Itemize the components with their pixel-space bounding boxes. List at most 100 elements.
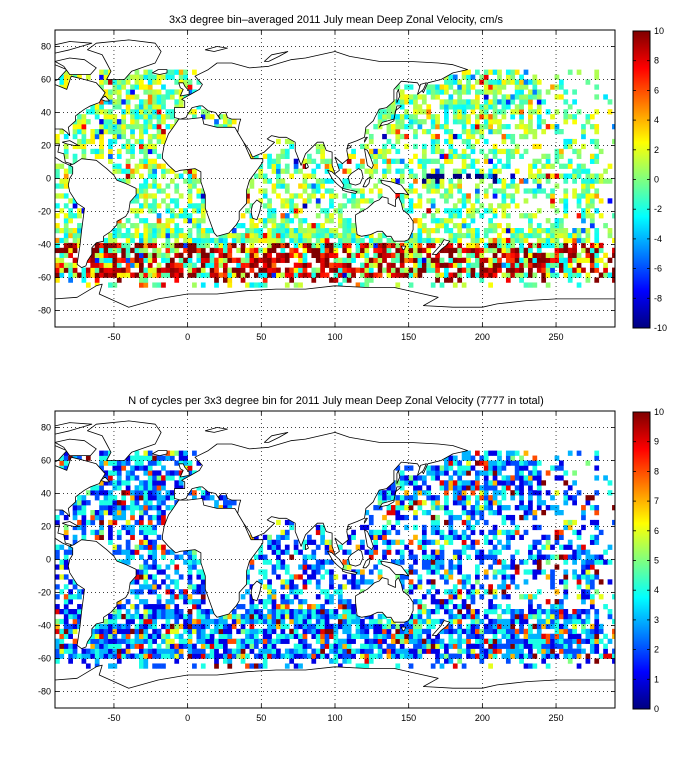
data-bin (196, 79, 202, 85)
data-bin (143, 232, 149, 239)
data-bin (559, 613, 564, 620)
data-bin (532, 252, 538, 258)
data-bin (156, 569, 162, 575)
data-bin (293, 252, 299, 258)
data-bin (103, 638, 109, 644)
data-bin (550, 633, 555, 639)
data-bin (116, 277, 122, 283)
data-bin (541, 242, 547, 249)
data-bin (505, 623, 511, 630)
data-bin (337, 163, 343, 169)
data-bin (192, 69, 197, 75)
data-bin (59, 208, 65, 214)
data-bin (554, 628, 560, 635)
data-bin (271, 648, 277, 654)
data-bin (293, 633, 299, 639)
data-bin (417, 218, 423, 224)
data-bin (152, 618, 157, 625)
data-bin (337, 594, 343, 600)
data-bin (342, 183, 348, 189)
data-bin (430, 648, 436, 654)
data-bin (139, 79, 144, 85)
data-bin (448, 129, 454, 135)
data-bin (337, 272, 343, 278)
data-bin (99, 455, 104, 461)
data-bin (130, 74, 135, 80)
data-bin (59, 183, 65, 189)
data-bin (152, 554, 157, 560)
data-bin (342, 277, 348, 283)
coastline (396, 89, 401, 103)
data-bin (302, 252, 308, 258)
data-bin (585, 193, 591, 199)
data-bin (116, 475, 122, 481)
data-bin (63, 262, 69, 268)
data-bin (121, 524, 127, 531)
data-bin (439, 237, 445, 244)
data-bin (479, 168, 485, 174)
data-bin (152, 485, 157, 491)
data-bin (68, 168, 73, 174)
data-bin (121, 623, 127, 630)
data-bin (280, 178, 286, 184)
data-bin (519, 485, 524, 491)
data-bin (90, 129, 96, 135)
data-bin (298, 252, 303, 258)
data-bin (532, 470, 538, 476)
data-bin (532, 613, 538, 620)
data-bin (271, 594, 277, 600)
data-bin (143, 569, 149, 575)
data-bin (200, 228, 206, 234)
data-bin (373, 628, 379, 635)
data-bin (346, 638, 352, 644)
data-bin (426, 465, 432, 471)
data-bin (607, 178, 613, 184)
data-bin (528, 188, 533, 194)
data-bin (550, 232, 555, 239)
data-bin (311, 623, 317, 630)
data-bin (329, 628, 334, 635)
data-bin (147, 529, 153, 536)
data-bin (528, 495, 533, 501)
data-bin (435, 188, 440, 194)
data-bin (439, 618, 445, 625)
data-bin (466, 114, 471, 120)
data-bin (364, 242, 370, 249)
data-bin (130, 628, 135, 635)
data-bin (121, 247, 127, 254)
data-bin (373, 237, 379, 244)
data-bin (483, 505, 489, 511)
data-bin (116, 228, 122, 234)
data-bin (271, 247, 277, 254)
data-bin (497, 623, 502, 630)
data-bin (81, 648, 87, 654)
data-bin (125, 623, 131, 630)
data-bin (563, 178, 569, 184)
data-bin (214, 262, 219, 268)
data-bin (435, 143, 440, 150)
data-bin (505, 485, 511, 491)
data-bin (391, 262, 396, 268)
data-bin (103, 495, 109, 501)
data-bin (501, 208, 507, 214)
data-bin (373, 633, 379, 639)
data-bin (134, 628, 140, 635)
data-bin (231, 232, 237, 239)
data-bin (245, 569, 250, 575)
data-bin (470, 539, 476, 545)
data-bin (541, 272, 547, 278)
data-bin (152, 480, 157, 486)
data-bin (134, 94, 140, 100)
data-bin (59, 228, 65, 234)
data-bin (152, 470, 157, 476)
data-bin (298, 282, 303, 288)
data-bin (413, 599, 418, 605)
data-bin (169, 638, 175, 644)
data-bin (196, 584, 202, 590)
data-bin (452, 148, 458, 155)
data-bin (461, 158, 467, 164)
data-bin (192, 628, 197, 635)
data-bin (505, 74, 511, 80)
data-bin (421, 158, 427, 164)
data-bin (152, 257, 157, 263)
